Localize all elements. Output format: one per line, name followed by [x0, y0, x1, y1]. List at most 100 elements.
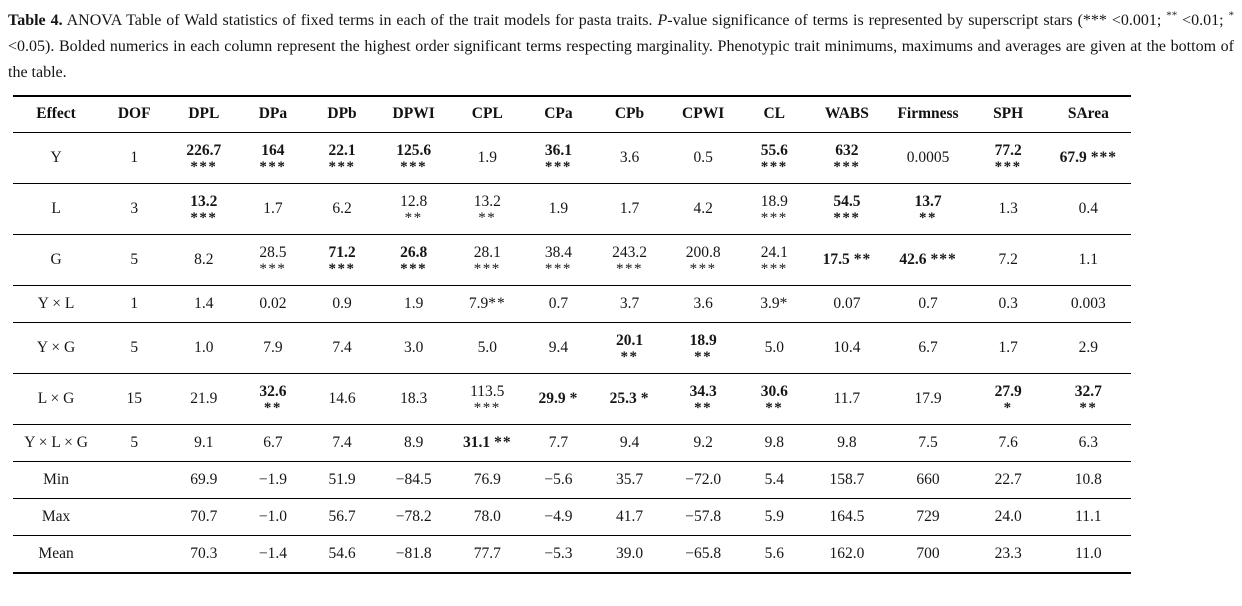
column-header: DPL	[169, 96, 239, 133]
value-cell: 23.3	[994, 545, 1022, 562]
wald-value: 55.6	[760, 142, 788, 159]
value-cell: 22.7	[970, 461, 1046, 499]
document-page: Table 4. ANOVA Table of Wald statistics …	[8, 9, 1235, 574]
value-cell: 32.7 **	[1045, 373, 1131, 425]
value-cell: 0.07	[808, 285, 886, 323]
significance-stars: **	[1079, 400, 1098, 416]
value-cell: 9.4	[592, 424, 667, 462]
value-cell: 0.7	[523, 285, 593, 323]
value-cell: 5.6	[764, 545, 784, 562]
caption-segment: **	[1166, 9, 1178, 22]
wald-value: 226.7	[186, 142, 222, 159]
value-cell: 2.9	[1045, 322, 1131, 374]
value-cell: 3.6	[592, 132, 667, 184]
effect-cell: G	[13, 234, 100, 286]
value-cell: −72.0	[666, 461, 741, 499]
value-cell: 13.2 ***	[169, 183, 239, 235]
value-cell: −1.4	[258, 545, 287, 562]
wald-value: 164	[261, 142, 285, 159]
value-cell: 1.7	[592, 183, 667, 235]
wald-value: 29.9	[538, 390, 566, 407]
significance-stars: **	[263, 400, 282, 416]
value-cell: −65.8	[685, 545, 722, 562]
significance-stars: **	[478, 210, 497, 226]
column-header: DOF	[99, 96, 170, 133]
value-cell: 5.0	[740, 322, 809, 374]
table-row: Y × L × G 5 9.1 6.7 7.4 8.9 31.1 ** 7.7 9.4 9.2 9.8…	[13, 424, 1131, 462]
wald-value: 31.1	[462, 434, 491, 451]
significance-stars: ***	[833, 159, 861, 175]
value-cell: 10.4	[808, 322, 886, 374]
wald-value: 77.2	[994, 142, 1022, 159]
effect-cell: Y × L × G	[13, 424, 100, 462]
value-cell: 78.0	[450, 498, 524, 536]
column-header: Firmness	[885, 96, 971, 133]
table-row: Y × G 5 1.0 7.9 7.4 3.0 5.0 9.4 20.1 ** 18.9 ** 5.0 1…	[13, 322, 1131, 374]
value-cell: 3.6	[666, 285, 741, 323]
effect-cell: Y × L	[13, 285, 100, 323]
value-cell: 632 ***	[808, 132, 886, 184]
significance-stars: **	[494, 434, 512, 451]
value-cell: 56.7	[307, 498, 377, 536]
wald-value: 3.9	[760, 295, 780, 312]
caption-segment: *	[1228, 9, 1235, 22]
effect-cell: Min	[13, 461, 100, 499]
value-cell: 17.9	[885, 373, 971, 425]
value-cell: 113.5 ***	[450, 373, 524, 425]
value-cell: 71.2 ***	[307, 234, 377, 286]
value-cell: 21.9	[169, 373, 239, 425]
value-cell: 54.5 ***	[808, 183, 886, 235]
value-cell: 0.4	[1045, 183, 1131, 235]
wald-value: 67.9	[1059, 149, 1087, 166]
value-cell: 125.6 ***	[376, 132, 451, 184]
value-cell: 0.02	[238, 285, 308, 323]
wald-value: 25.3	[609, 390, 637, 407]
value-cell: 1.0	[169, 322, 239, 374]
dof-cell: 1	[99, 285, 170, 323]
value-cell: 32.6 **	[238, 373, 308, 425]
value-cell: 1.3	[970, 183, 1046, 235]
significance-stars: **	[853, 251, 872, 268]
wald-value: 20.1	[615, 332, 644, 349]
value-cell: 1.9	[450, 132, 524, 184]
value-cell: 9.4	[523, 322, 593, 374]
value-cell: 1.1	[1045, 234, 1131, 286]
significance-stars: ***	[930, 251, 957, 268]
value-cell: 9.2	[666, 424, 741, 462]
value-cell: 1.7	[238, 183, 308, 235]
value-cell: 69.9	[169, 461, 239, 499]
value-cell: 5.0	[450, 322, 524, 374]
wald-value: 200.8	[685, 244, 721, 261]
value-cell: −57.8	[666, 498, 741, 536]
significance-stars: ***	[833, 210, 861, 226]
wald-value: 22.1	[328, 142, 356, 159]
significance-stars: **	[919, 210, 937, 226]
significance-stars: ***	[259, 159, 287, 175]
wald-value: 28.5	[259, 244, 287, 261]
column-header: CPWI	[666, 96, 741, 133]
significance-stars: ***	[400, 261, 428, 277]
wald-value: 7.9	[468, 295, 489, 312]
dof-cell: 15	[99, 373, 170, 425]
significance-stars: **	[694, 400, 713, 416]
value-cell: 9.8	[808, 424, 886, 462]
value-cell: −4.9	[523, 498, 593, 536]
wald-value: 125.6	[396, 142, 432, 159]
significance-stars: *	[779, 295, 789, 312]
effect-cell: L	[13, 183, 100, 235]
value-cell: 0.5	[666, 132, 741, 184]
value-cell: 5.9	[740, 498, 809, 536]
wald-value: 13.2	[473, 193, 501, 210]
dof-cell	[99, 461, 170, 499]
value-cell: 200.8 ***	[666, 234, 741, 286]
column-header: DPb	[307, 96, 377, 133]
significance-stars: ***	[994, 159, 1022, 175]
wald-value: 12.8	[400, 193, 428, 210]
caption-segment: -value significance of terms is represen…	[667, 12, 1167, 29]
table-row: Y 1 226.7 *** 164 *** 22.1 *** 125.6 *** 1.9 36.1 **…	[13, 132, 1131, 184]
value-cell: 14.6	[307, 373, 377, 425]
value-cell: 0.9	[307, 285, 377, 323]
value-cell: 162.0	[829, 545, 865, 562]
value-cell: 7.6	[970, 424, 1046, 462]
significance-stars: ***	[544, 261, 572, 277]
